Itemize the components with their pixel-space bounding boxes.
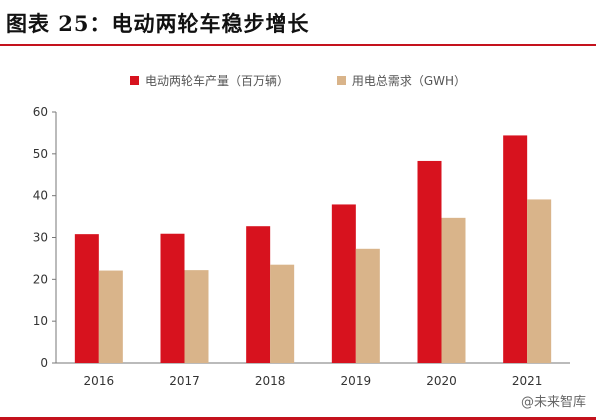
- y-tick-label: 20: [33, 272, 48, 286]
- bar-demand-2017: [184, 270, 209, 363]
- legend-item-production: 电动两轮车产量（百万辆）: [129, 72, 289, 89]
- bar-production-2020: [417, 160, 442, 363]
- bar-production-2016: [74, 234, 99, 363]
- bottom-rule: [0, 417, 596, 420]
- bar-demand-2021: [527, 199, 552, 363]
- x-tick-label: 2020: [426, 374, 457, 388]
- chart-title: 图表 25：电动两轮车稳步增长: [6, 11, 310, 36]
- bar-demand-2019: [355, 248, 380, 363]
- bar-production-2019: [331, 204, 356, 363]
- bar-production-2018: [246, 226, 271, 363]
- x-tick-label: 2017: [169, 374, 200, 388]
- legend-label-demand: 用电总需求（GWH）: [351, 74, 467, 88]
- x-tick-label: 2021: [512, 374, 543, 388]
- y-tick-label: 50: [33, 147, 48, 161]
- y-tick-label: 10: [33, 314, 48, 328]
- bar-production-2021: [503, 135, 528, 363]
- watermark: @未来智库: [520, 395, 586, 410]
- title-underline: [0, 44, 596, 46]
- legend-swatch-demand: [336, 76, 346, 85]
- bar-demand-2018: [270, 264, 295, 363]
- legend-swatch-production: [129, 76, 139, 85]
- legend-item-demand: 用电总需求（GWH）: [336, 72, 467, 89]
- bar-production-2017: [160, 233, 185, 363]
- y-tick-label: 40: [33, 189, 48, 203]
- x-tick-label: 2018: [255, 374, 286, 388]
- bar-demand-2020: [441, 217, 466, 363]
- y-tick-label: 0: [40, 356, 48, 370]
- legend-label-production: 电动两轮车产量（百万辆）: [144, 74, 289, 88]
- y-tick-label: 30: [33, 231, 48, 245]
- y-tick-label: 60: [33, 105, 48, 119]
- legend: 电动两轮车产量（百万辆） 用电总需求（GWH）: [0, 72, 596, 89]
- bar-demand-2016: [98, 270, 123, 363]
- x-tick-label: 2019: [341, 374, 372, 388]
- x-tick-label: 2016: [84, 374, 115, 388]
